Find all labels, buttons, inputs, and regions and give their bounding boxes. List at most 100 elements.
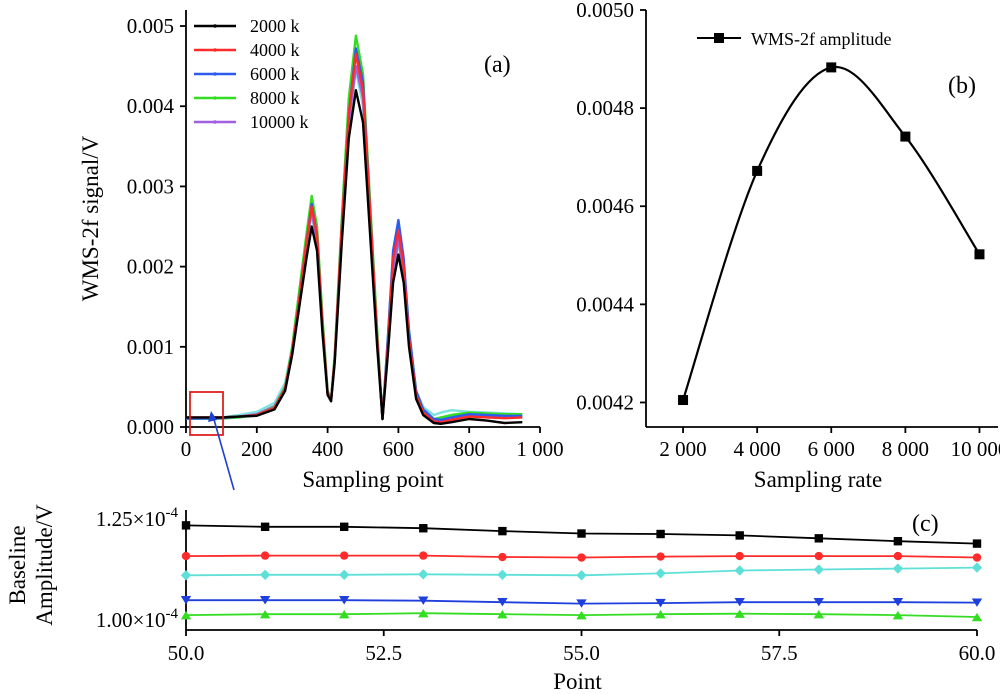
data-point-c <box>735 551 744 561</box>
data-point-c <box>497 609 508 619</box>
data-point-c <box>971 612 983 622</box>
data-point-c <box>972 553 982 562</box>
legend-marker-a <box>213 96 217 100</box>
y-tick-label-b: 0.0046 <box>576 194 634 218</box>
zoom-box <box>189 391 224 436</box>
data-point-c <box>734 597 745 607</box>
legend-marker-a <box>213 24 217 28</box>
data-point-c <box>735 531 744 540</box>
data-point-c <box>180 570 192 581</box>
data-point-c <box>813 597 824 607</box>
data-point-c <box>813 564 824 575</box>
y-tick-label-c: 1.25×10-4 <box>96 505 179 531</box>
x-tick-label-a: 400 <box>312 437 344 461</box>
panel-label-a: (a) <box>484 52 511 78</box>
y-axis-label-c-line1: Baseline <box>5 525 30 604</box>
x-tick-label-a: 600 <box>383 437 415 461</box>
x-tick-label-c: 60.0 <box>959 641 996 665</box>
x-tick-label-b: 10 000 <box>951 437 1000 461</box>
x-tick-label-a: 200 <box>241 437 273 461</box>
y-tick-label-a: 0.004 <box>127 94 175 118</box>
x-tick-label-b: 6 000 <box>808 437 855 461</box>
data-point-c <box>498 552 507 562</box>
amplitude-point <box>974 249 985 260</box>
y-tick-label-b: 0.0042 <box>576 390 634 414</box>
x-tick-label-b: 2 000 <box>659 437 706 461</box>
y-tick-mantissa: 1.00×10 <box>96 608 166 632</box>
panel-a: 0.000 0.001 0.002 0.003 0.004 0.005 0 200 400 600… <box>78 10 564 492</box>
y-tick-label-b: 0.0050 <box>576 0 634 22</box>
data-point-c <box>971 598 983 607</box>
series-line-a <box>186 68 523 420</box>
data-point-c <box>260 551 270 560</box>
data-point-c <box>893 551 903 561</box>
data-point-c <box>892 563 904 574</box>
data-point-c <box>180 596 192 605</box>
x-tick-label-c: 50.0 <box>168 641 205 665</box>
zoom-arrow <box>212 415 235 491</box>
y-tick-exponent: -4 <box>166 505 179 521</box>
x-axis-label-b: Sampling rate <box>754 467 882 492</box>
x-tick-label-c: 57.5 <box>761 641 798 665</box>
y-tick-label-a: 0.005 <box>127 14 174 38</box>
x-tick-label-c: 55.0 <box>563 641 600 665</box>
data-point-c <box>971 562 983 573</box>
panel-b: 0.0042 0.0044 0.0046 0.0048 0.0050 2 000 4 000… <box>576 0 1000 492</box>
y-tick-label-a: 0.003 <box>127 174 174 198</box>
data-point-c <box>418 569 429 580</box>
x-tick-label-a: 1 000 <box>516 437 563 461</box>
data-point-c <box>656 529 665 539</box>
legend-label-b: WMS-2f amplitude <box>751 29 891 49</box>
data-point-c <box>576 570 587 581</box>
data-point-c <box>339 596 350 605</box>
y-tick-mantissa: 1.25×10 <box>96 507 166 531</box>
data-point-c <box>339 569 350 580</box>
data-point-c <box>181 521 191 530</box>
zoom-arrowhead <box>208 411 217 422</box>
y-tick-label-a: 0.002 <box>127 255 174 279</box>
y-tick-label-c: 1.00×10-4 <box>96 606 179 632</box>
data-point-c <box>813 609 824 619</box>
data-point-c <box>892 597 904 607</box>
data-point-c <box>576 599 587 608</box>
legend-label-a: 8000 k <box>250 88 300 108</box>
panel-label-c: (c) <box>912 511 939 537</box>
data-point-c <box>418 596 429 605</box>
amplitude-curve <box>682 65 981 401</box>
y-axis-label-a: WMS-2f signal/V <box>78 135 103 301</box>
x-tick-label-b: 8 000 <box>882 437 929 461</box>
data-point-c <box>498 526 507 536</box>
y-tick-label-a: 0.001 <box>127 335 174 359</box>
data-point-c <box>734 609 745 618</box>
data-point-c <box>576 610 587 620</box>
data-point-c <box>972 539 982 548</box>
series-line-a <box>186 64 523 422</box>
series-line-a <box>186 88 523 425</box>
data-point-c <box>259 609 271 619</box>
data-point-c <box>340 551 349 560</box>
data-point-c <box>814 534 823 543</box>
y-tick-exponent: -4 <box>166 606 179 622</box>
data-point-c <box>260 522 270 531</box>
x-axis-label-a: Sampling point <box>302 467 444 492</box>
legend-label-a: 4000 k <box>250 40 300 60</box>
amplitude-point <box>826 62 837 73</box>
data-point-c <box>497 569 508 580</box>
data-point-c <box>418 609 429 618</box>
data-point-c <box>655 609 666 619</box>
legend-marker-a <box>213 72 217 76</box>
y-tick-label-b: 0.0048 <box>576 96 634 120</box>
amplitude-point <box>900 131 911 142</box>
legend-label-a: 6000 k <box>250 64 300 84</box>
x-tick-label-a: 0 <box>181 437 192 461</box>
y-axis-label-c-line2: Amplitude/V <box>32 504 57 626</box>
amplitude-point <box>752 165 763 176</box>
data-point-c <box>892 610 904 620</box>
data-point-c <box>893 537 903 546</box>
data-point-c <box>814 551 823 561</box>
data-point-c <box>655 598 666 608</box>
data-point-c <box>259 596 271 605</box>
data-point-c <box>419 551 428 560</box>
x-tick-label-c: 52.5 <box>365 641 402 665</box>
